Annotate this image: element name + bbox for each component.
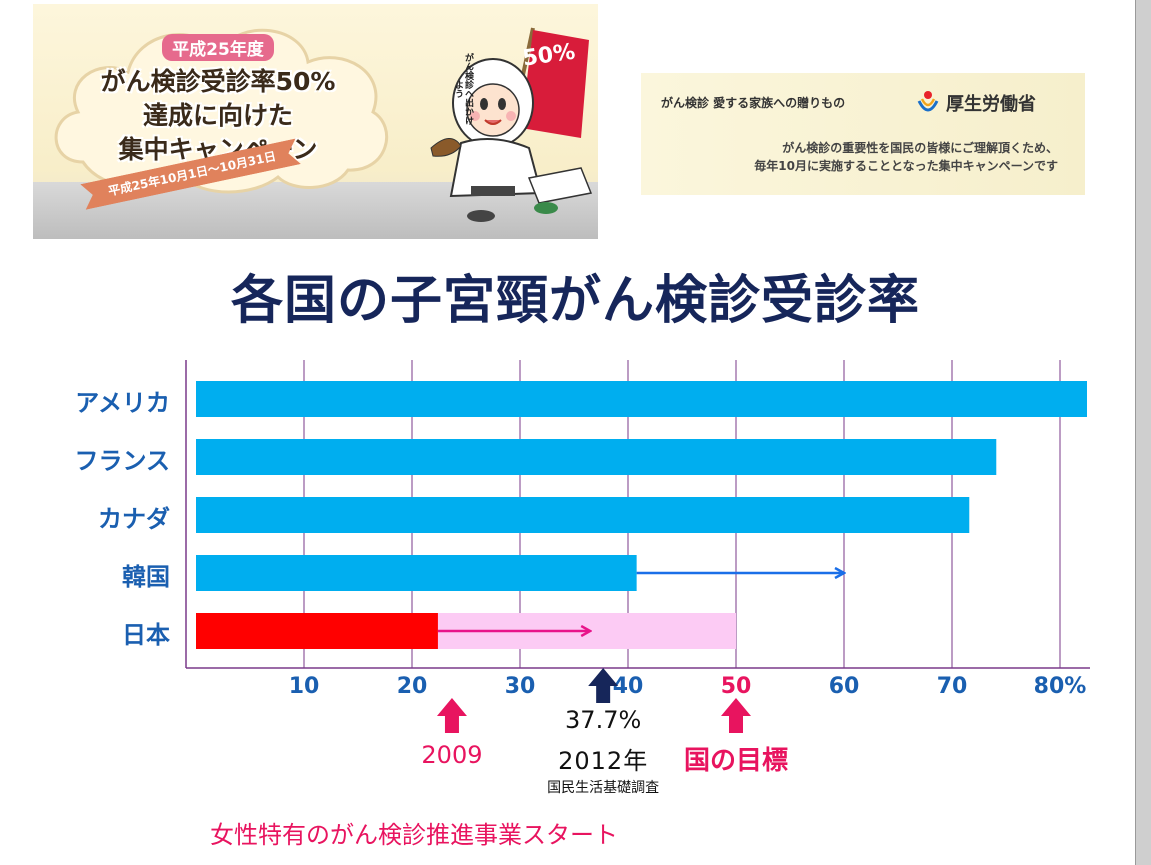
x-tick-label: 40 [612,674,644,699]
x-tick-label: 70 [936,674,968,699]
x-tick-label: 10 [288,674,320,699]
annotation-survey-source: 国民生活基礎調査 [547,780,660,796]
bar-3 [196,497,970,533]
category-label: 日本 [122,621,170,649]
ministry-banner: がん検診 愛する家族への贈りもの 厚生労働省 がん検診の重要性を国民の皆様にご理… [641,73,1085,195]
annotation-survey-pct: 37.7% [565,706,642,734]
page-title: 各国の子宮頸がん検診受診率 [230,271,920,331]
campaign-line1: がん検診受診率50% [100,67,336,96]
cloud-shape [54,28,389,194]
campaign-text: 平成25年度 がん検診受診率50% 達成に向けた 集中キャンペーン [53,34,383,167]
ministry-description: がん検診の重要性を国民の皆様にご理解頂くため、 毎年10月に実施することとなった… [754,139,1058,175]
ministry-logo-icon [917,91,939,112]
x-tick-label: 20 [396,674,428,699]
bar-2 [196,439,997,475]
bar-5 [196,613,438,649]
up-arrow-goal [721,698,751,733]
window-edge [1136,0,1151,865]
ministry-desc-line1: がん検診の重要性を国民の皆様にご理解頂くため、 [782,141,1058,155]
campaign-line2: 達成に向けた [142,101,293,130]
period-ribbon: 平成25年10月1日〜10月31日 [80,138,301,210]
x-tick-label: 80% [1033,674,1087,699]
ministry-name: 厚生労働省 [946,94,1036,115]
annotation-survey-year: 2012年 [558,747,649,775]
bar-4 [196,555,637,591]
up-arrow-survey [588,668,619,703]
campaign-era: 平成25年度 [162,34,274,61]
program-start-note: 女性特有のがん検診推進事業スタート [210,821,618,849]
annotation-goal: 国の目標 [683,746,789,776]
campaign-banner: 平成25年度 がん検診受診率50% 達成に向けた 集中キャンペーン 平成25年1… [33,4,598,239]
window-edge-line [1135,0,1136,865]
ministry-tagline: がん検診 愛する家族への贈りもの [661,96,846,110]
x-tick-label: 60 [828,674,860,699]
ministry-desc-line2: 毎年10月に実施することとなった集中キャンペーンです [754,159,1058,173]
mascot-speech: がん検診へ出かけよう [453,53,473,125]
category-label: アメリカ [75,389,170,417]
x-tick-label: 50 [720,674,752,699]
bar-1 [196,381,1087,417]
up-arrow-2009 [436,698,467,733]
x-tick-label: 30 [504,674,536,699]
category-label: カナダ [98,505,170,533]
category-label: 韓国 [122,563,170,591]
annotation-2009: 2009 [421,741,483,769]
category-label: フランス [74,447,170,475]
mascot-illustration [430,27,593,222]
ribbon-shape [80,138,301,210]
